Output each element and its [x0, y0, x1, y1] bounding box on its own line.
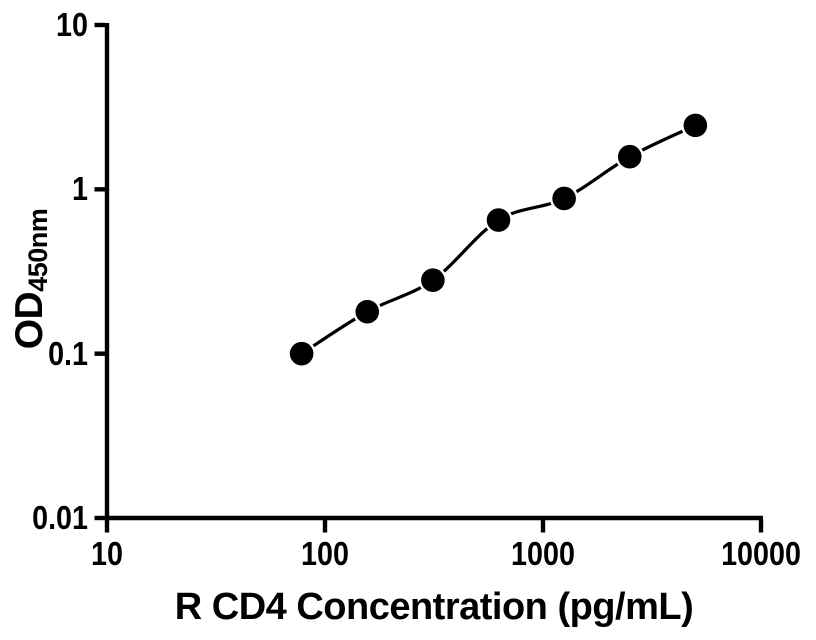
y-axis-tick-label: 0.1	[48, 334, 88, 372]
data-point	[486, 208, 511, 232]
x-axis-tick-label: 10	[91, 535, 123, 572]
data-point	[617, 144, 642, 169]
y-axis-title-main: OD	[8, 291, 51, 350]
x-axis-tick-label: 1000	[511, 535, 575, 572]
x-axis-tick-label: 100	[301, 535, 349, 572]
y-axis-title-subscript: 450nm	[23, 208, 53, 292]
y-axis-title: OD 450nm	[8, 178, 53, 380]
data-point	[421, 268, 445, 292]
y-axis-tick-label: 0.01	[32, 499, 88, 536]
x-axis-tick-label: 10000	[721, 535, 801, 572]
data-point	[683, 113, 708, 138]
y-axis-tick-label: 1	[72, 170, 88, 208]
data-point	[289, 341, 314, 366]
x-axis-title: R CD4 Concentration (pg/mL)	[174, 586, 694, 628]
data-point	[552, 186, 576, 211]
y-axis-tick-label: 10	[56, 6, 88, 43]
data-point	[355, 299, 380, 324]
